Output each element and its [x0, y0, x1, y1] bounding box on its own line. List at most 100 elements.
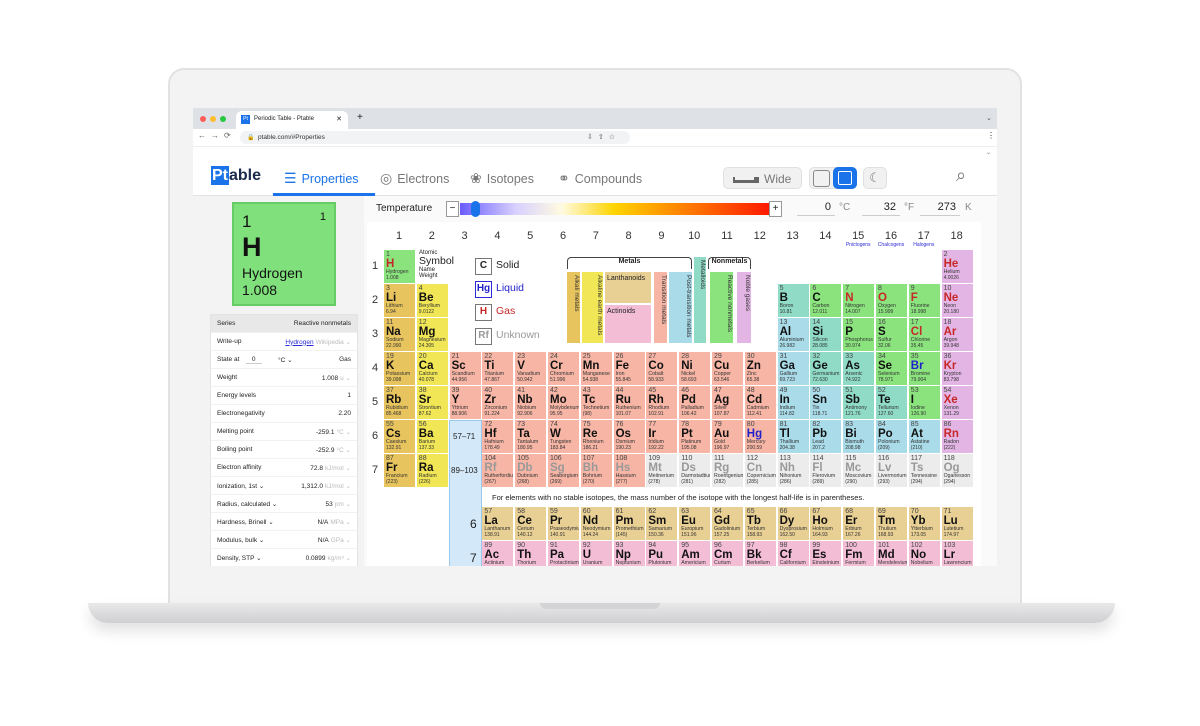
element-cell[interactable]: 69 Tm Thulium 168.93 [876, 507, 907, 540]
element-cell[interactable]: 9 F Fluorine 18.998 [908, 284, 940, 317]
element-cell[interactable]: 104RfRutherfordium(267) [482, 454, 514, 487]
tab-isotopes[interactable]: ❀ Isotopes [470, 170, 534, 187]
element-cell[interactable]: 53 I Iodine 126.90 [908, 386, 940, 419]
ptable-logo[interactable]: Ptable [211, 166, 261, 185]
element-cell[interactable]: 4 Be Beryllium 9.0122 [416, 284, 448, 317]
element-cell[interactable]: 106 Sg Seaborgium (269) [548, 454, 579, 487]
element-cell[interactable]: 30 Zn Zinc 65.38 [744, 352, 776, 385]
legend-alkali-metals[interactable]: Alkali metals [567, 272, 580, 343]
element-cell[interactable]: 79 Au Gold 196.97 [712, 420, 743, 453]
layout-side-button[interactable] [833, 167, 857, 189]
element-cell[interactable]: 2 He Helium 4.0026 [941, 250, 973, 283]
element-cell[interactable]: 70 Yb Ytterbium 173.05 [908, 507, 940, 540]
element-cell[interactable]: 18 Ar Argon 39.948 [941, 318, 973, 351]
element-cell[interactable]: 23 V Vanadium 50.942 [515, 352, 547, 385]
element-cell[interactable]: 39 Y Yttrium 88.906 [449, 386, 481, 419]
element-cell[interactable]: 6 C Carbon 12.011 [810, 284, 842, 317]
element-cell[interactable]: 56 Ba Barium 137.33 [416, 420, 448, 453]
element-cell[interactable]: 88 Ra Radium (226) [416, 454, 448, 487]
element-cell[interactable]: 65 Tb Terbium 158.93 [744, 507, 776, 540]
element-cell[interactable]: 46 Pd Palladium 106.42 [679, 386, 711, 419]
legend-actinoids[interactable]: Actinoids [605, 305, 651, 343]
element-cell[interactable]: 110DsDarmstadtium(281) [679, 454, 711, 487]
prop-unit[interactable]: °C ⌄ [336, 428, 351, 436]
element-cell[interactable]: 55 Cs Caesium 132.91 [384, 420, 415, 453]
element-cell[interactable]: 15 P Phosphorus 30.974 [843, 318, 875, 351]
element-cell[interactable]: 71 Lu Lutetium 174.97 [941, 507, 973, 540]
lanthanoid-reference[interactable]: 57–71 [453, 432, 476, 441]
element-cell[interactable]: 22 Ti Titanium 47.867 [482, 352, 514, 385]
prop-unit[interactable]: u ⌄ [340, 374, 351, 382]
element-cell[interactable]: 10 Ne Neon 20.180 [941, 284, 973, 317]
element-cell[interactable]: 44 Ru Ruthenium 101.07 [613, 386, 645, 419]
temperature-decrease-button[interactable]: − [446, 201, 459, 217]
element-cell[interactable]: 74 W Tungsten 183.84 [548, 420, 579, 453]
prop-unit[interactable]: kJ/mol ⌄ [324, 464, 351, 472]
element-cell[interactable]: 31 Ga Gallium 69.723 [777, 352, 809, 385]
element-cell[interactable]: 61 Pm Promethium (145) [613, 507, 645, 540]
prop-unit[interactable]: kJ/mol ⌄ [324, 482, 351, 490]
element-cell[interactable]: 35 Br Bromine 79.904 [908, 352, 940, 385]
element-cell[interactable]: 62 Sm Samarium 150.36 [646, 507, 678, 540]
legend-alkaline-earth-metals[interactable]: Alkaline earth metals [582, 272, 603, 343]
legend-reactive-nonmetals[interactable]: Reactive nonmetals [710, 272, 733, 343]
element-cell[interactable]: 24 Cr Chromium 51.996 [548, 352, 579, 385]
element-cell[interactable]: 49 In Indium 114.82 [777, 386, 809, 419]
tab-list-chevron-icon[interactable]: ⌄ [986, 115, 992, 122]
element-cell[interactable]: 36 Kr Krypton 83.798 [941, 352, 973, 385]
prop-unit[interactable]: Wikipedia ⌄ [315, 338, 351, 346]
element-cell[interactable]: 113 Nh Nihonium (286) [777, 454, 809, 487]
celsius-input[interactable]: 0 [797, 201, 835, 216]
browser-menu-icon[interactable]: ⋮ [987, 131, 995, 140]
element-cell[interactable]: 82 Pb Lead 207.2 [810, 420, 842, 453]
dark-mode-toggle[interactable]: ☾ [863, 167, 887, 189]
search-icon[interactable]: ⌕ [956, 165, 967, 185]
scroll-chevron-icon[interactable]: ⌄ [986, 150, 992, 156]
state-temperature-input[interactable]: 0 [245, 356, 262, 364]
element-cell[interactable]: 59PrPraseodymium140.91 [548, 507, 579, 540]
browser-tab[interactable]: Pt Periodic Table - Ptable ✕ [236, 111, 348, 129]
element-cell[interactable]: 11 Na Sodium 22.990 [384, 318, 415, 351]
element-cell[interactable]: 41 Nb Niobium 92.906 [515, 386, 547, 419]
tab-electrons[interactable]: ◎ Electrons [380, 170, 449, 187]
legend-metalloids[interactable]: Metalloids [694, 257, 706, 343]
element-cell[interactable]: 118 Og Oganesson (294) [941, 454, 973, 487]
element-cell[interactable]: 37 Rb Rubidium 85.468 [384, 386, 415, 419]
element-cell[interactable]: 1 H Hydrogen 1.008 [384, 250, 415, 283]
element-cell[interactable]: 114 Fl Flerovium (289) [810, 454, 842, 487]
element-cell[interactable]: 107 Bh Bohrium (270) [580, 454, 612, 487]
element-cell[interactable]: 12 Mg Magnesium 24.305 [416, 318, 448, 351]
maximize-window-button[interactable] [220, 116, 226, 122]
kelvin-input[interactable]: 273 [920, 201, 960, 216]
url-field[interactable]: 🔒 ptable.com/#Properties ⇩⇧☆ [240, 131, 630, 144]
element-cell[interactable]: 50 Sn Tin 118.71 [810, 386, 842, 419]
element-cell[interactable]: 115 Mc Moscovium (290) [843, 454, 875, 487]
element-cell[interactable]: 92UUranium238.03 [580, 541, 612, 566]
element-cell[interactable]: 91PaProtactinium231.04 [548, 541, 579, 566]
new-tab-button[interactable]: + [357, 112, 363, 123]
close-window-button[interactable] [200, 116, 206, 122]
element-cell[interactable]: 40 Zr Zirconium 91.224 [482, 386, 514, 419]
prop-value[interactable]: Hydrogen [285, 338, 314, 346]
element-cell[interactable]: 19 K Potassium 39.098 [384, 352, 415, 385]
prop-unit[interactable]: MPa ⌄ [330, 518, 351, 526]
element-cell[interactable]: 108 Hs Hassium (277) [613, 454, 645, 487]
element-cell[interactable]: 84 Po Polonium (209) [876, 420, 907, 453]
element-cell[interactable]: 27 Co Cobalt 58.933 [646, 352, 678, 385]
element-cell[interactable]: 51 Sb Antimony 121.76 [843, 386, 875, 419]
element-cell[interactable]: 54 Xe Xenon 131.29 [941, 386, 973, 419]
element-cell[interactable]: 66 Dy Dysprosium 162.50 [777, 507, 809, 540]
element-cell[interactable]: 60 Nd Neodymium 144.24 [580, 507, 612, 540]
element-cell[interactable]: 48 Cd Cadmium 112.41 [744, 386, 776, 419]
element-cell[interactable]: 32 Ge Germanium 72.630 [810, 352, 842, 385]
